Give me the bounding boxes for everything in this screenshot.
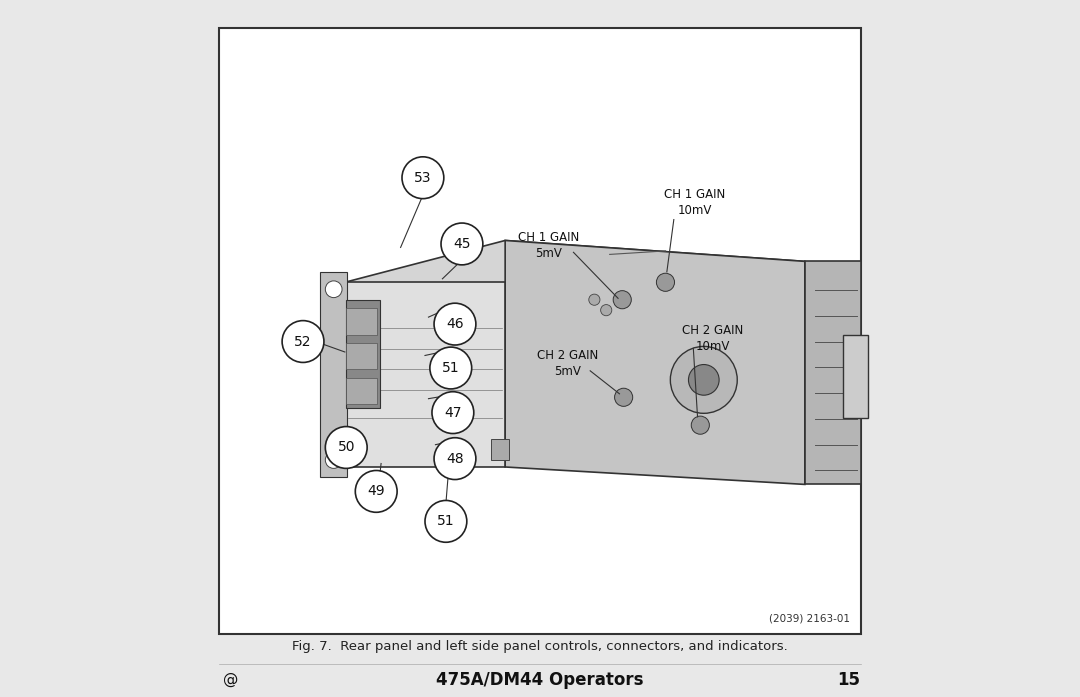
- Circle shape: [426, 500, 467, 542]
- Bar: [491, 439, 509, 460]
- Text: 48: 48: [446, 452, 463, 466]
- Circle shape: [613, 291, 632, 309]
- Circle shape: [355, 470, 397, 512]
- Bar: [321, 272, 347, 477]
- Bar: [347, 378, 377, 404]
- Text: 51: 51: [442, 361, 460, 375]
- Polygon shape: [805, 261, 861, 484]
- Circle shape: [325, 427, 367, 468]
- Text: 46: 46: [446, 317, 463, 331]
- Circle shape: [691, 416, 710, 434]
- Circle shape: [441, 223, 483, 265]
- Text: 52: 52: [294, 335, 312, 348]
- Text: 51: 51: [437, 514, 455, 528]
- Circle shape: [589, 294, 600, 305]
- Text: CH 1 GAIN
5mV: CH 1 GAIN 5mV: [518, 231, 580, 260]
- Circle shape: [325, 452, 342, 468]
- Bar: [347, 300, 380, 408]
- Circle shape: [600, 305, 611, 316]
- Circle shape: [688, 365, 719, 395]
- Text: CH 2 GAIN
5mV: CH 2 GAIN 5mV: [537, 349, 598, 378]
- Circle shape: [325, 281, 342, 298]
- Text: 45: 45: [454, 237, 471, 251]
- Text: 475A/DM44 Operators: 475A/DM44 Operators: [436, 671, 644, 689]
- Circle shape: [432, 392, 474, 434]
- Text: CH 1 GAIN
10mV: CH 1 GAIN 10mV: [664, 187, 726, 217]
- Circle shape: [657, 273, 675, 291]
- Text: @: @: [222, 672, 239, 687]
- Polygon shape: [843, 335, 867, 418]
- Circle shape: [402, 157, 444, 199]
- Bar: [347, 343, 377, 369]
- Circle shape: [615, 388, 633, 406]
- Circle shape: [430, 347, 472, 389]
- Polygon shape: [345, 282, 505, 467]
- Text: Fig. 7.  Rear panel and left side panel controls, connectors, and indicators.: Fig. 7. Rear panel and left side panel c…: [292, 641, 788, 653]
- Circle shape: [282, 321, 324, 362]
- FancyBboxPatch shape: [219, 28, 861, 634]
- Text: (2039) 2163-01: (2039) 2163-01: [769, 614, 850, 624]
- Bar: [347, 308, 377, 335]
- Text: CH 2 GAIN
10mV: CH 2 GAIN 10mV: [683, 323, 743, 353]
- Circle shape: [434, 438, 476, 480]
- Circle shape: [671, 346, 738, 413]
- Circle shape: [434, 303, 476, 345]
- Text: 49: 49: [367, 484, 384, 498]
- Text: 47: 47: [444, 406, 461, 420]
- Text: 50: 50: [337, 441, 355, 454]
- Polygon shape: [505, 240, 805, 484]
- Polygon shape: [345, 240, 805, 303]
- Text: 53: 53: [414, 171, 432, 185]
- Text: 15: 15: [838, 671, 861, 689]
